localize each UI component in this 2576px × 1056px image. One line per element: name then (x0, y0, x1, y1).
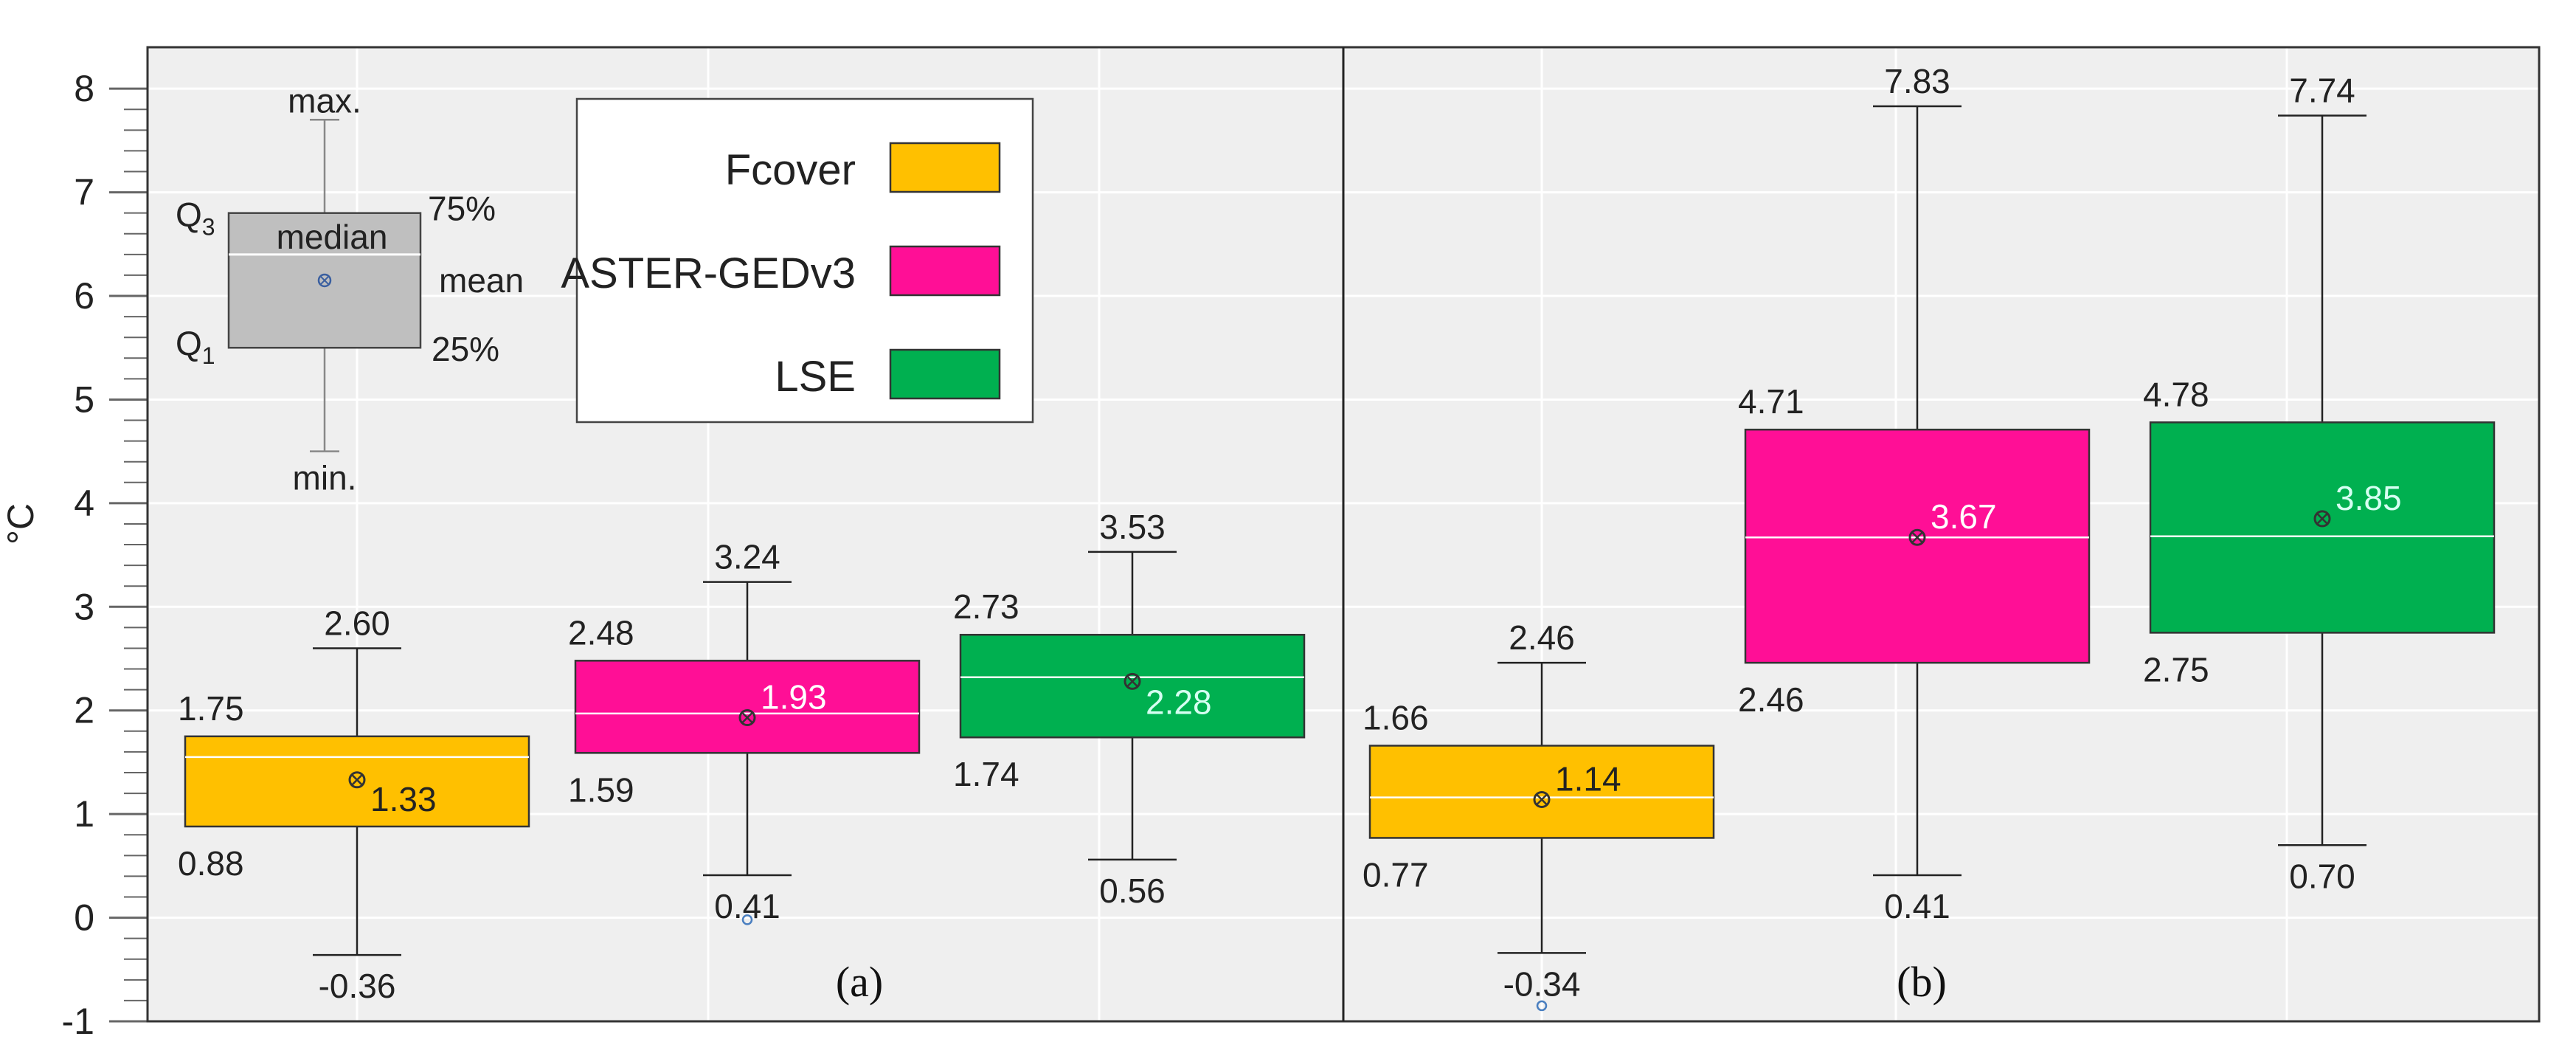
q3-label: 4.71 (1738, 382, 1804, 421)
key-q1-label: Q1 (176, 324, 215, 369)
min-label: 0.41 (714, 887, 780, 925)
y-tick-label-0: -1 (62, 1001, 94, 1042)
key-mean-marker-cross (320, 276, 329, 285)
legend-label-lse: LSE (775, 353, 856, 401)
q3-label: 1.66 (1363, 698, 1429, 736)
key-p75-label: 75% (428, 190, 496, 228)
iqr-box (184, 735, 530, 828)
key-mean-marker (317, 273, 332, 288)
mean-label: 2.28 (1146, 683, 1212, 721)
q1-label: 2.75 (2143, 650, 2209, 689)
y-axis-label: °C (0, 503, 41, 545)
iqr-box (574, 660, 921, 754)
outlier-point (1536, 1000, 1548, 1012)
max-label: 3.53 (1099, 508, 1166, 546)
mean-label: 3.85 (2336, 479, 2402, 517)
mean-marker-cross (351, 773, 363, 786)
min-label: -0.36 (319, 967, 396, 1005)
mean-marker-cross (1536, 793, 1548, 806)
q3-label: 2.73 (953, 587, 1019, 626)
min-label: 0.56 (1099, 872, 1166, 910)
iqr-box (2149, 421, 2496, 634)
box-b-aster-gedv3: 7.83 0.41 4.71 2.46 3.67 (1738, 62, 2091, 925)
y-tick-label-8: 7 (74, 172, 94, 213)
q3-label: 2.48 (568, 613, 634, 652)
mean-marker (1908, 528, 1926, 546)
q3-label: 4.78 (2143, 375, 2209, 413)
key-p25-label: 25% (432, 330, 499, 368)
key-min-label: min. (293, 459, 357, 497)
key-q3-subscript: 3 (202, 214, 215, 241)
q1-label: 0.77 (1363, 855, 1429, 894)
mean-marker-cross (2316, 513, 2328, 525)
q3-label: 1.75 (178, 689, 244, 728)
panel-label-a: (a) (836, 958, 883, 1006)
box-a-lse: 3.53 0.56 2.73 1.74 2.28 (953, 508, 1306, 910)
max-label: 7.83 (1884, 62, 1950, 100)
outlier-point (741, 914, 753, 925)
mean-marker (1533, 790, 1551, 808)
legend-label-aster-gedv3: ASTER-GEDv3 (561, 249, 856, 297)
max-label: 3.24 (714, 538, 780, 576)
mean-marker (2313, 510, 2331, 528)
q1-label: 0.88 (178, 844, 244, 883)
key-max-label: max. (288, 81, 361, 120)
min-label: -0.34 (1503, 964, 1581, 1003)
mean-label: 1.14 (1555, 759, 1621, 798)
y-tick-label-7: 6 (74, 275, 94, 317)
key-mean-label: mean (439, 261, 524, 300)
mean-marker (348, 771, 366, 789)
legend-swatch-aster-gedv3 (889, 245, 1001, 297)
iqr-box (959, 633, 1306, 739)
box-a-fcover: 2.60 -0.36 1.75 0.88 1.33 (178, 604, 530, 1005)
box-b-lse: 7.74 0.70 4.78 2.75 3.85 (2143, 72, 2496, 895)
y-tick-label-5: 4 (74, 483, 94, 524)
max-label: 7.74 (2289, 72, 2355, 110)
legend-label-fcover: Fcover (725, 146, 856, 194)
mean-marker (738, 709, 756, 727)
y-tick-label-1: 0 (74, 897, 94, 939)
key-median-label: median (277, 218, 388, 256)
mean-marker-cross (1126, 675, 1138, 688)
legend: Fcover ASTER-GEDv3 LSE (561, 97, 1034, 424)
mean-marker-cross (1911, 531, 1923, 544)
q1-label: 1.59 (568, 770, 634, 809)
min-label: 0.41 (1884, 887, 1950, 925)
y-axis: -1 0 1 2 3 4 5 6 7 8 (62, 68, 148, 1042)
iqr-box (1744, 428, 2091, 664)
mean-label: 1.33 (370, 780, 437, 818)
mean-marker-cross (741, 711, 753, 724)
box-a-aster-gedv3: 3.24 0.41 2.48 1.59 1.93 (568, 538, 921, 925)
mean-label: 3.67 (1931, 497, 1997, 536)
y-tick-label-2: 1 (74, 793, 94, 835)
mean-marker (1123, 672, 1141, 690)
y-tick-label-9: 8 (74, 68, 94, 109)
y-tick-label-3: 2 (74, 690, 94, 731)
legend-swatch-fcover (889, 142, 1001, 193)
legend-swatch-lse (889, 348, 1001, 400)
box-layer: 2.60 -0.36 1.75 0.88 1.33 3.24 0.41 2.48 1.59 1.9… (178, 62, 2496, 1012)
q1-label: 1.74 (953, 755, 1019, 793)
y-tick-label-6: 5 (74, 379, 94, 420)
y-tick-label-4: 3 (74, 586, 94, 627)
min-label: 0.70 (2289, 857, 2355, 895)
panel-label-b: (b) (1897, 958, 1947, 1006)
mean-label: 1.93 (761, 678, 827, 717)
q1-label: 2.46 (1738, 680, 1804, 719)
key-q1-subscript: 1 (202, 342, 215, 369)
box-b-fcover: 2.46 -0.34 1.66 0.77 1.14 (1363, 618, 1715, 1012)
max-label: 2.60 (324, 604, 390, 642)
max-label: 2.46 (1509, 618, 1575, 657)
